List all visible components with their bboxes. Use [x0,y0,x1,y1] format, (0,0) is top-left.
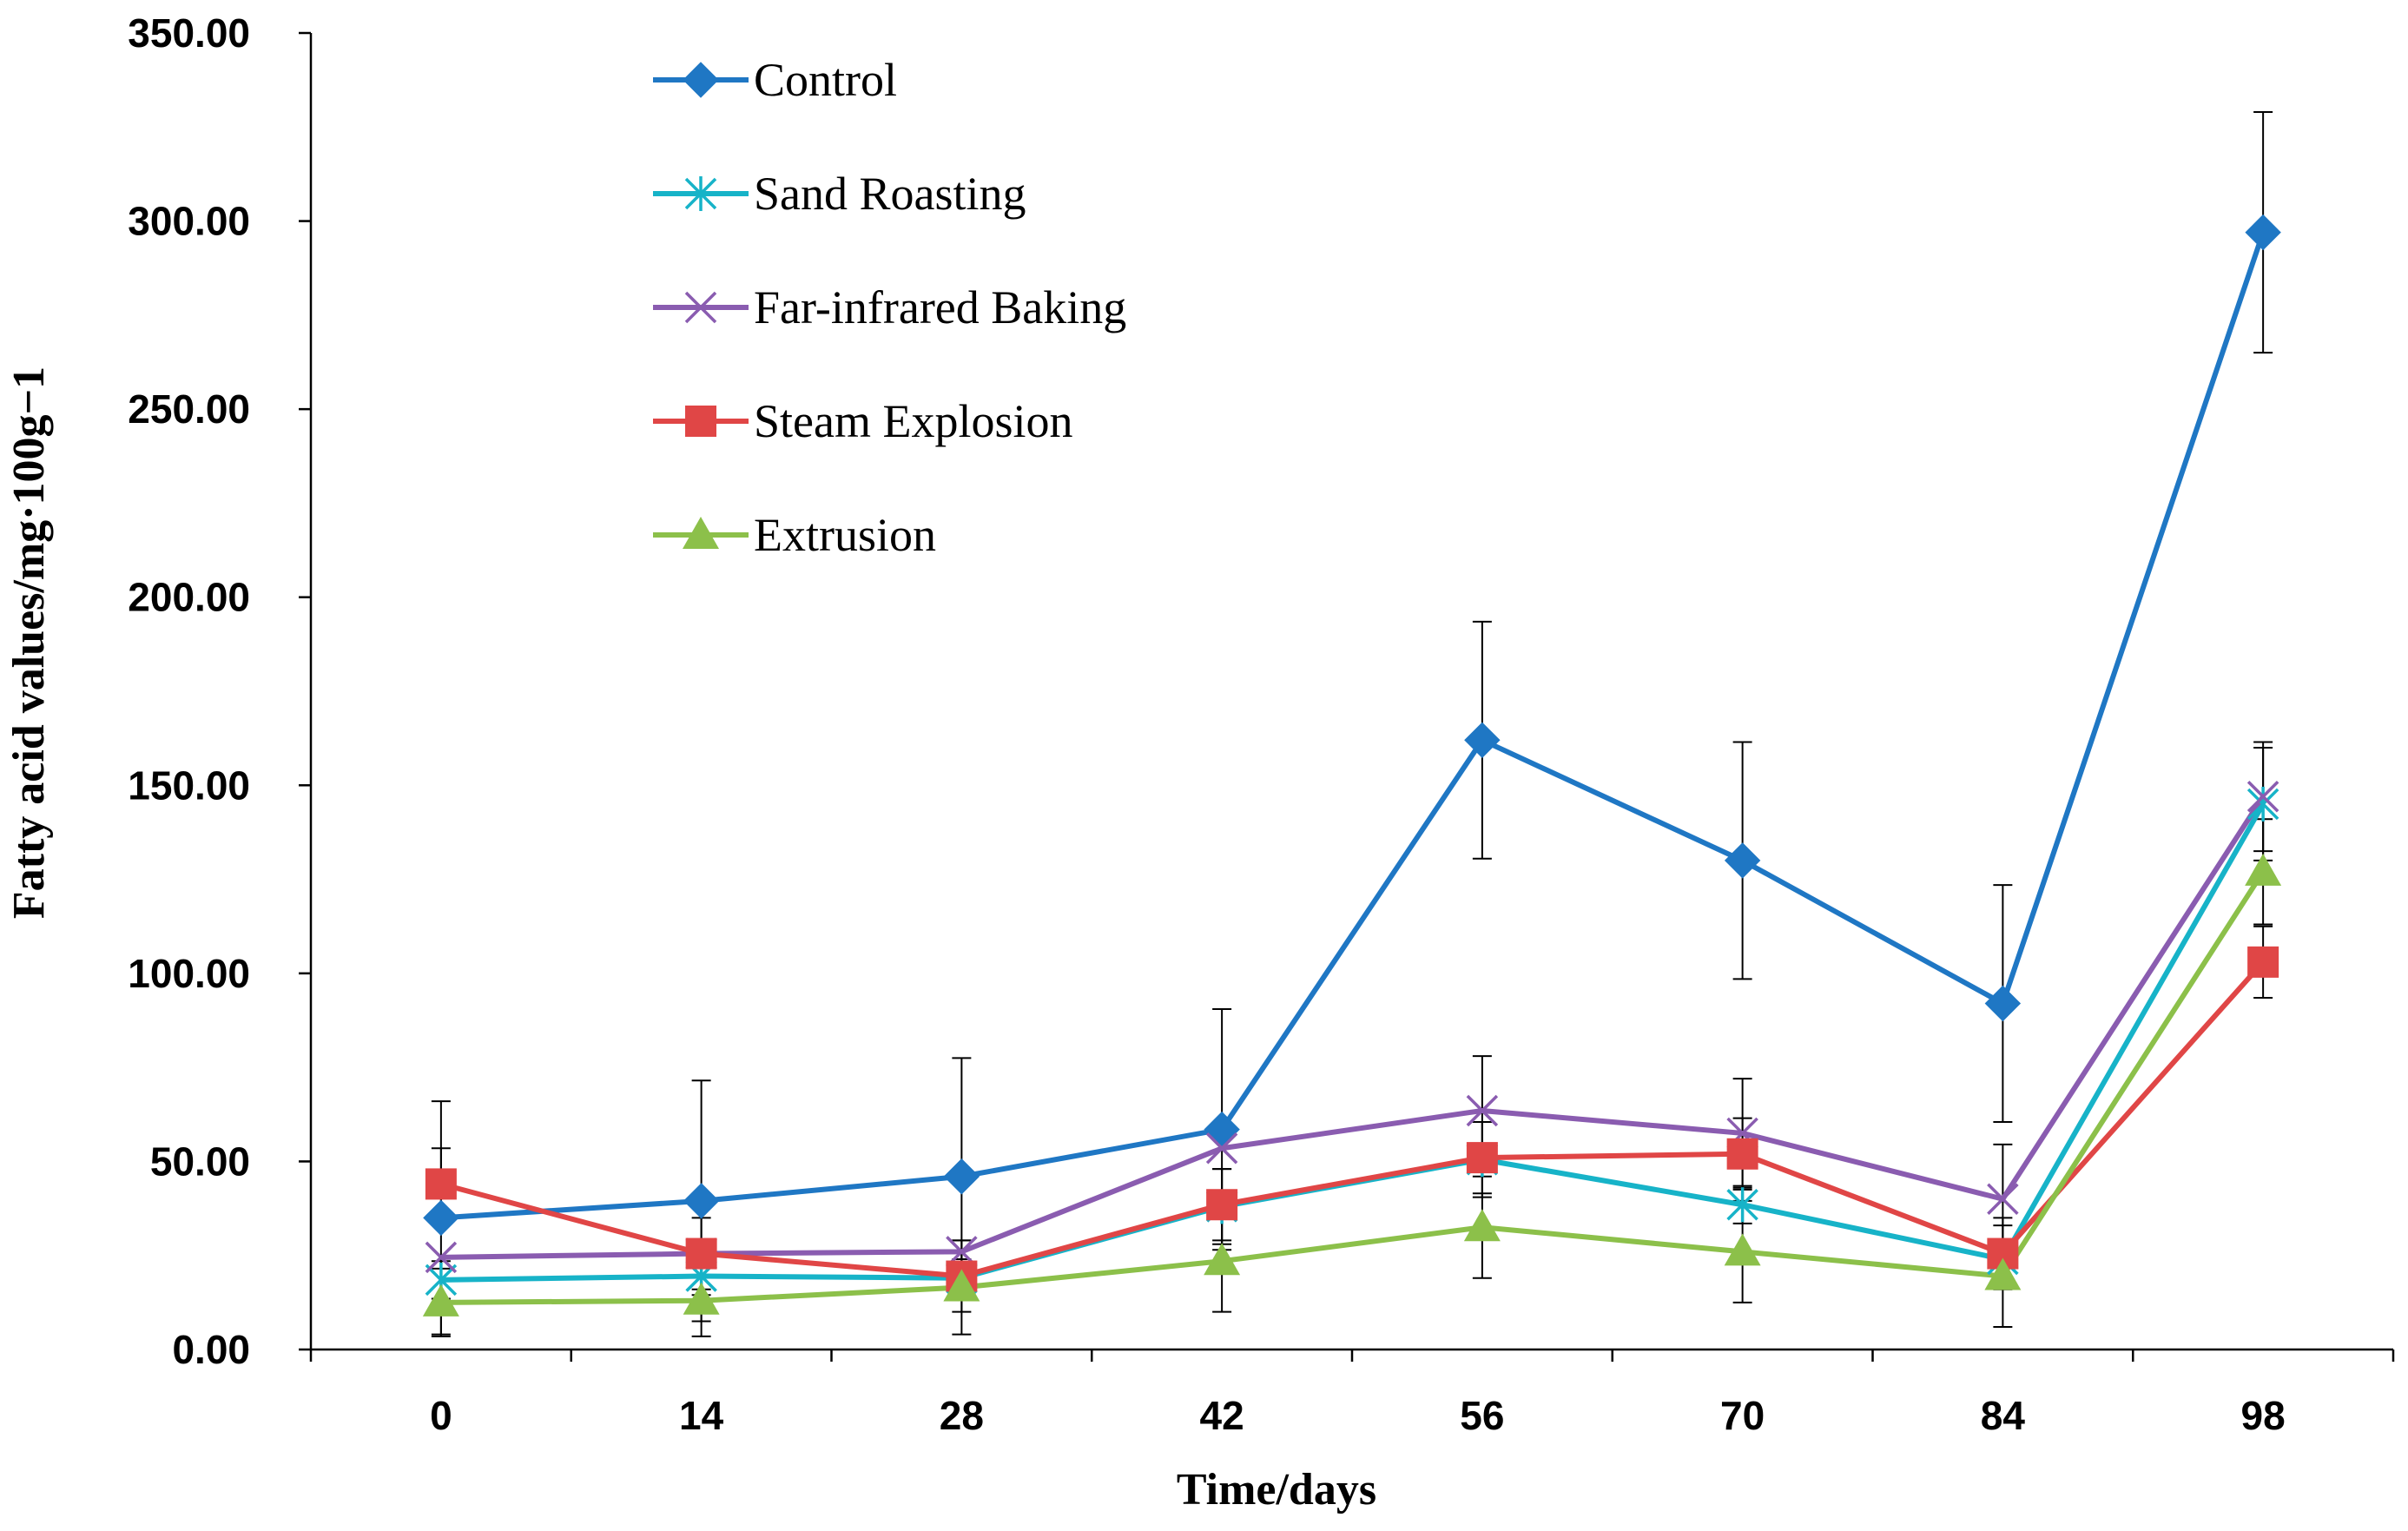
legend-item-far-infrared-baking: Far-infrared Baking [653,281,1126,333]
data-point-far-infrared-baking [1205,1132,1238,1165]
x-tick-label: 14 [679,1393,724,1438]
data-point-sand-roasting [1726,1187,1758,1223]
data-point-far-infrared-baking [425,1241,458,1274]
y-tick-label: 300.00 [128,199,250,244]
data-point-control [1464,722,1501,759]
legend-item-steam-explosion: Steam Explosion [653,395,1072,447]
data-point-steam-explosion [425,1168,457,1200]
series-line-steam-explosion [440,960,2266,1279]
data-point-extrusion [1724,1233,1761,1266]
y-tick-label: 100.00 [128,951,250,996]
legend-label: Extrusion [754,509,936,561]
series-line-control [440,231,2266,1221]
x-tick-label: 42 [1200,1393,1244,1438]
y-tick-label: 50.00 [150,1138,250,1184]
y-axis-title: Fatty acid values/mg·100g−1 [4,366,54,919]
x-tick-label: 56 [1460,1393,1504,1438]
data-point-control [1204,1111,1240,1148]
data-point-far-infrared-baking [1987,1183,2019,1215]
data-point-control [423,1199,459,1237]
data-point-extrusion [1984,1257,2022,1290]
legend-marker [684,291,717,324]
data-point-control [1724,842,1761,879]
x-tick-label: 70 [1720,1393,1765,1438]
series-line-sand-roasting [440,802,2266,1283]
data-point-steam-explosion [1206,1189,1238,1221]
x-axis-title: Time/days [1177,1465,1376,1515]
data-point-extrusion [683,1282,720,1315]
series-lines [440,231,2266,1305]
legend-item-extrusion: Extrusion [653,509,936,561]
legend-label: Sand Roasting [754,168,1026,220]
error-bars [431,110,2273,1337]
series-line-extrusion [440,870,2266,1305]
data-point-far-infrared-baking [1466,1094,1499,1127]
data-point-control [2245,214,2281,251]
y-tick-label: 150.00 [128,762,250,808]
data-point-extrusion [422,1284,459,1317]
legend: Control Sand Roasting Far-infrared Baking S… [653,54,1126,561]
x-tick-label: 28 [940,1393,984,1438]
x-tick-label: 84 [1981,1393,2026,1438]
legend-label: Control [754,54,897,106]
x-tick-label: 0 [430,1393,452,1438]
legend-item-control: Control [653,54,897,106]
data-point-steam-explosion [1466,1142,1498,1174]
legend-marker [683,62,719,98]
data-point-extrusion [2245,853,2282,886]
series-line-far-infrared-baking [440,795,2266,1260]
y-tick-label: 250.00 [128,386,250,432]
data-point-extrusion [1204,1243,1241,1276]
x-tick-label: 98 [2241,1393,2286,1438]
legend-label: Far-infrared Baking [754,281,1126,333]
legend-marker [685,406,716,437]
legend-item-sand-roasting: Sand Roasting [653,168,1026,220]
data-point-extrusion [1463,1209,1501,1242]
y-tick-label: 350.00 [128,10,250,56]
data-point-control [683,1183,720,1219]
data-point-steam-explosion [2247,946,2279,978]
axes: 0.00 50.00 100.00 150.00 200.00 250.00 300.00 3… [128,10,2395,1438]
data-point-far-infrared-baking [2246,781,2279,813]
y-tick-label: 200.00 [128,575,250,620]
data-point-steam-explosion [685,1237,717,1270]
data-point-extrusion [943,1269,980,1302]
data-point-control [1984,985,2022,1022]
legend-label: Steam Explosion [754,395,1072,447]
data-point-sand-roasting [2246,786,2279,822]
legend-marker [683,517,719,549]
legend-marker [684,176,717,211]
data-point-control [943,1158,980,1195]
series-markers [422,214,2282,1317]
y-tick-label: 0.00 [172,1327,250,1372]
data-point-steam-explosion [1726,1138,1758,1170]
